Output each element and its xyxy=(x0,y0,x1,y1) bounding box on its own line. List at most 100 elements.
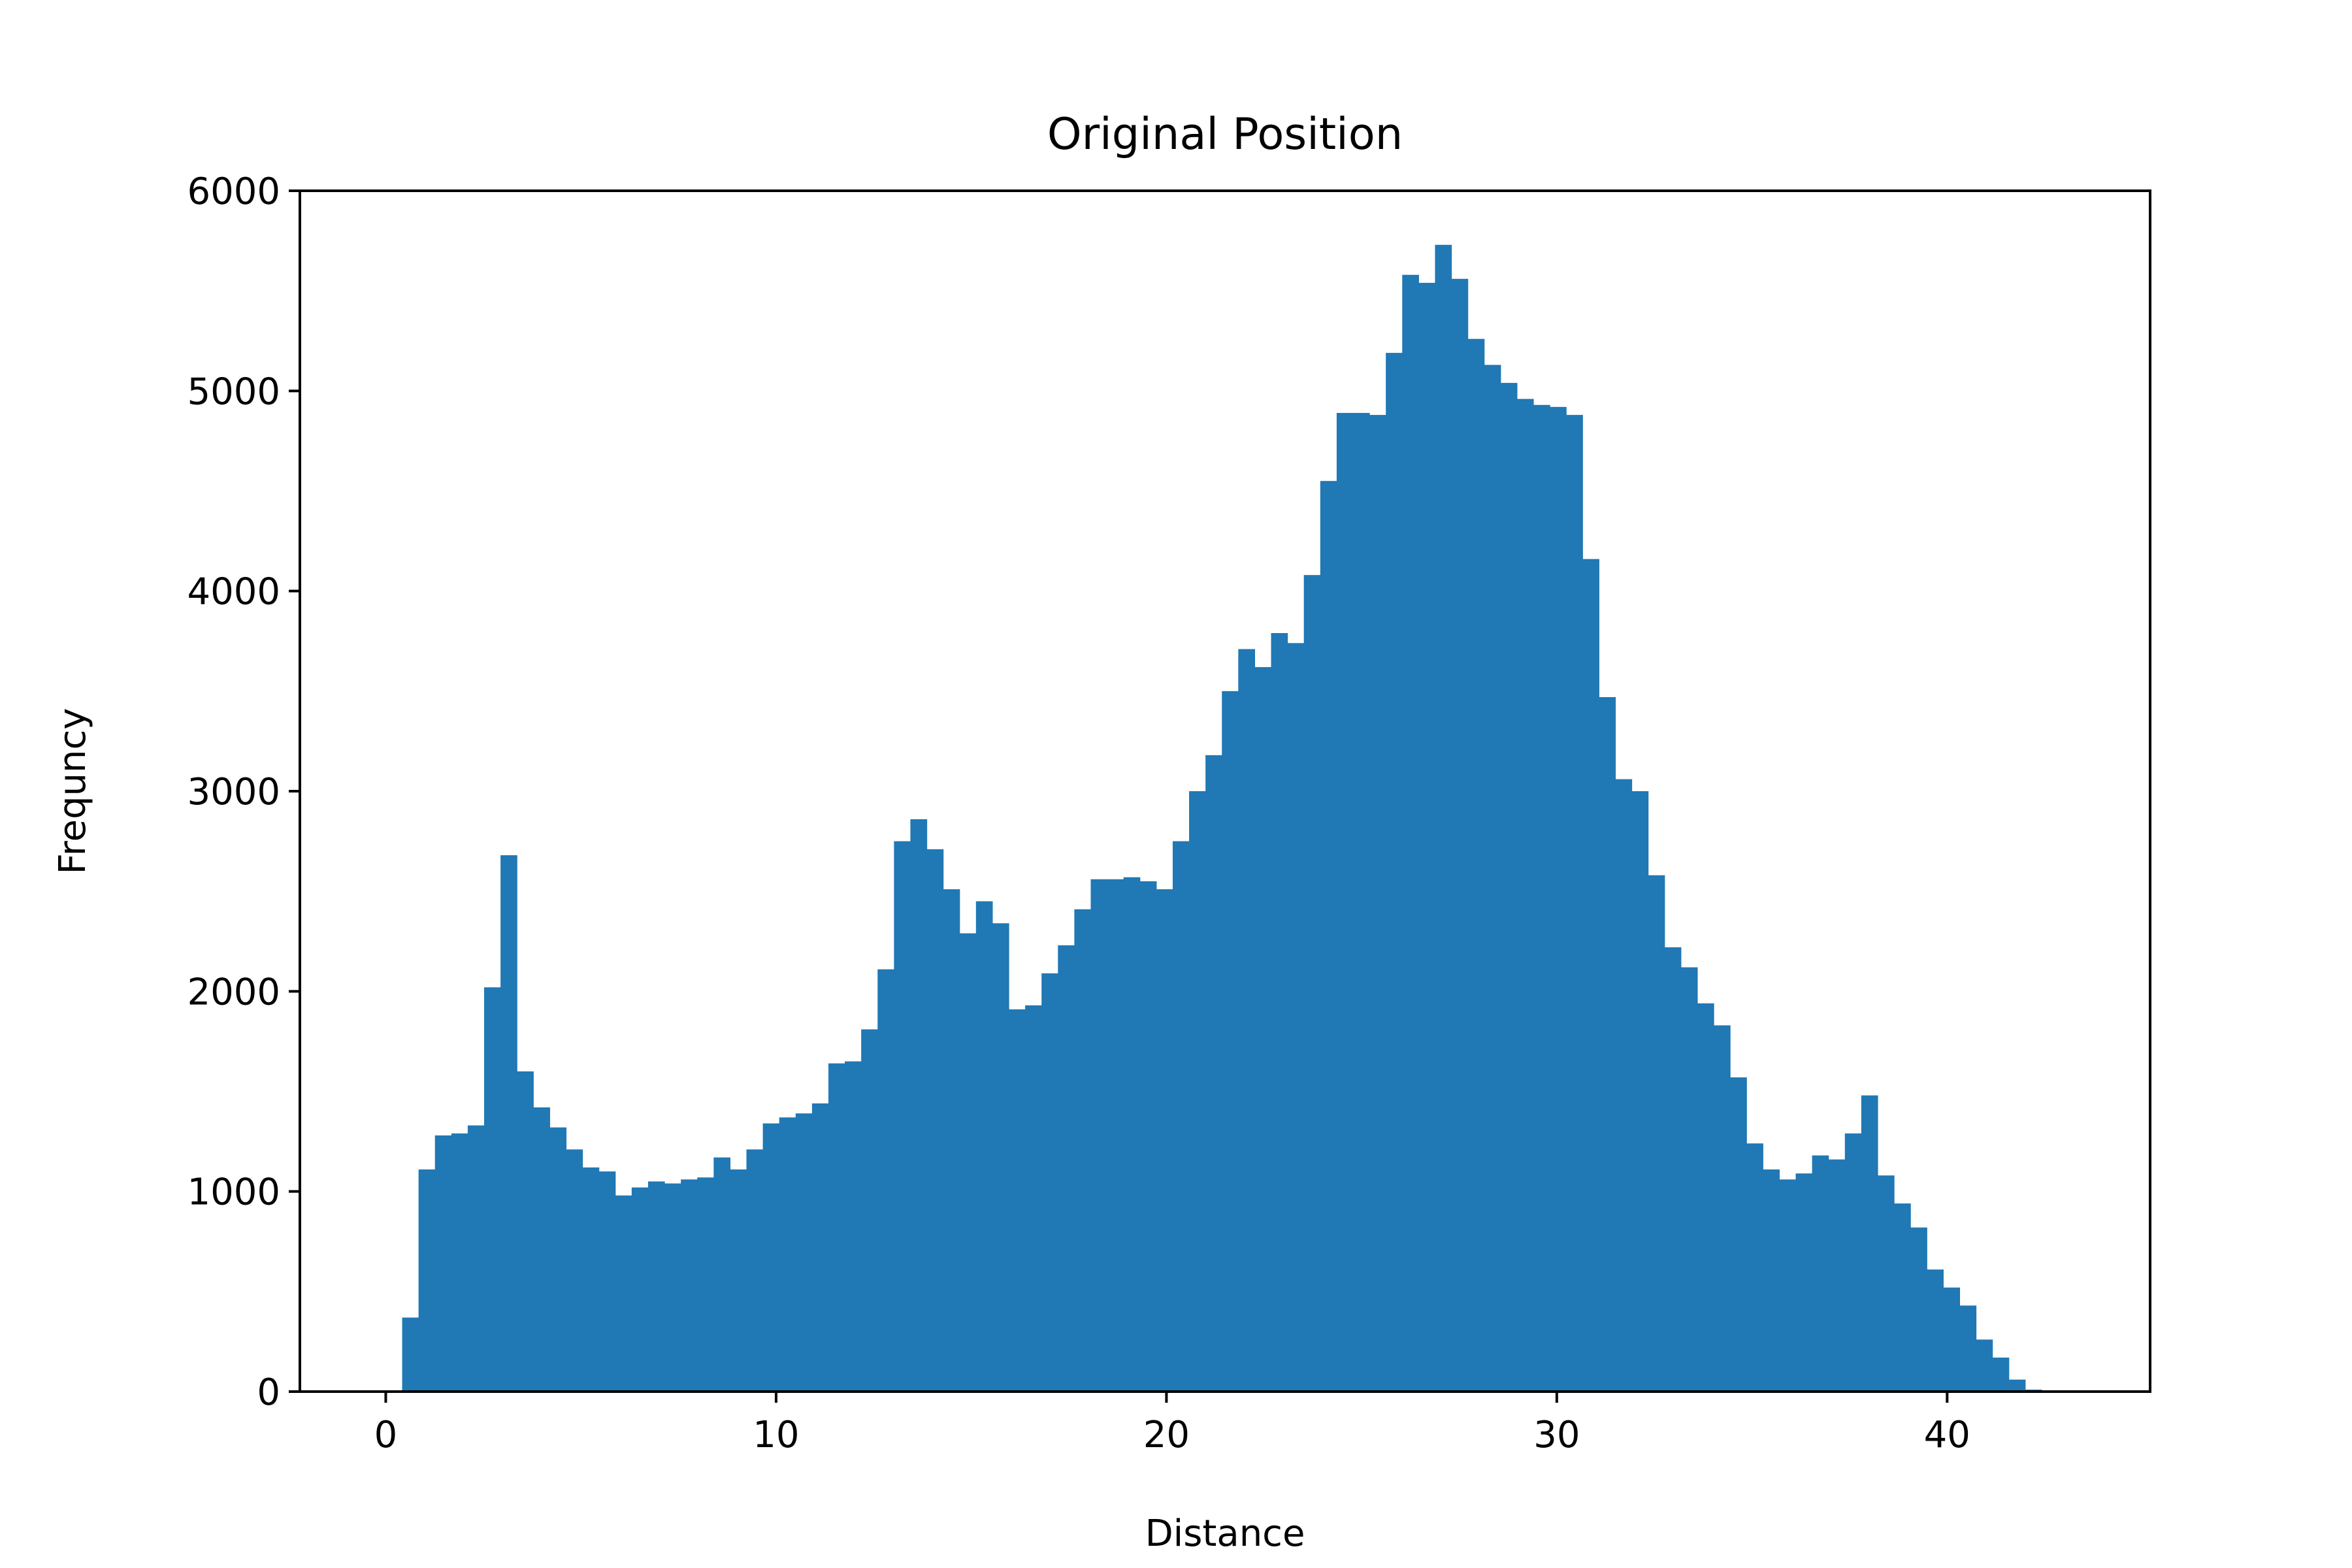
histogram-bar xyxy=(1287,643,1305,1392)
histogram-bar xyxy=(631,1187,649,1392)
histogram-bar xyxy=(1779,1179,1797,1392)
histogram-bar xyxy=(746,1149,764,1392)
histogram-bar xyxy=(1714,1025,1731,1392)
histogram-bar xyxy=(1795,1173,1813,1392)
histogram-bar xyxy=(1992,1357,2010,1392)
histogram-bar xyxy=(500,855,517,1392)
histogram-bar xyxy=(1697,1003,1714,1392)
x-tick-label: 10 xyxy=(753,1414,799,1456)
histogram-bar xyxy=(845,1061,862,1392)
histogram-bar xyxy=(1090,879,1108,1392)
histogram-bar xyxy=(467,1125,485,1392)
histogram-bar xyxy=(1631,791,1649,1392)
x-tick-label: 30 xyxy=(1533,1414,1580,1456)
histogram-bar xyxy=(647,1181,665,1392)
histogram-bar xyxy=(943,889,960,1392)
histogram-bar xyxy=(2008,1379,2026,1392)
y-tick-label: 2000 xyxy=(187,971,280,1013)
chart-title: Original Position xyxy=(1047,108,1403,159)
histogram-bar xyxy=(1025,1005,1042,1392)
histogram-bar xyxy=(959,933,977,1392)
histogram-bar xyxy=(598,1171,616,1392)
histogram-bar xyxy=(1533,404,1550,1392)
histogram-bar xyxy=(1009,1009,1026,1392)
histogram-bar xyxy=(1484,365,1501,1392)
histogram-bar xyxy=(1139,881,1157,1392)
y-tick-label: 6000 xyxy=(187,171,280,213)
histogram-bar xyxy=(418,1169,436,1392)
y-tick-label: 5000 xyxy=(187,370,280,413)
histogram-bar xyxy=(1959,1305,1977,1392)
histogram-bar xyxy=(1418,282,1436,1392)
x-axis-ticks: 0 10 20 30 40 xyxy=(374,1392,1970,1456)
histogram-bar xyxy=(1074,909,1092,1392)
histogram-bar xyxy=(1386,353,1403,1392)
histogram-bar xyxy=(664,1183,681,1392)
histogram-bar xyxy=(549,1127,567,1392)
histogram-bar xyxy=(1910,1227,1927,1392)
x-axis-label: Distance xyxy=(1145,1512,1305,1555)
histogram-bar xyxy=(1058,945,1075,1392)
histogram-bar xyxy=(451,1133,468,1392)
histogram-bar xyxy=(1320,481,1337,1392)
histogram-bar xyxy=(1648,875,1665,1392)
histogram-bar xyxy=(1927,1269,1944,1392)
histogram-bar xyxy=(910,819,928,1392)
x-tick-label: 20 xyxy=(1143,1414,1190,1456)
histogram-bar xyxy=(1943,1287,1961,1392)
y-tick-label: 3000 xyxy=(187,771,280,813)
histogram-bar xyxy=(1156,889,1173,1392)
histogram-bar xyxy=(1336,413,1354,1392)
histogram-bar xyxy=(1664,947,1682,1392)
histogram-bar xyxy=(1303,575,1321,1392)
histogram-bar xyxy=(1467,338,1485,1392)
histogram-bar xyxy=(1599,697,1616,1392)
histogram-bar xyxy=(828,1063,845,1392)
histogram-bar xyxy=(1550,406,1567,1392)
histogram-bar xyxy=(1172,841,1190,1392)
histogram-bar xyxy=(1566,415,1583,1392)
histogram-bar xyxy=(1041,973,1058,1392)
histogram-bar xyxy=(1516,399,1534,1392)
histogram-bar xyxy=(811,1103,829,1392)
x-tick-label: 0 xyxy=(374,1414,398,1456)
histogram-bar xyxy=(1402,274,1419,1392)
histogram-bar xyxy=(1435,244,1452,1392)
y-tick-label: 1000 xyxy=(187,1171,280,1214)
y-axis-ticks: 0 1000 2000 3000 4000 5000 6000 xyxy=(187,171,300,1414)
histogram-bar xyxy=(1730,1077,1747,1392)
histogram-bar xyxy=(1976,1339,1993,1392)
histogram-bar xyxy=(434,1135,452,1392)
histogram-bar xyxy=(730,1169,747,1392)
histogram-bar xyxy=(1123,877,1141,1392)
histogram-bar xyxy=(1238,649,1255,1392)
histogram-bar xyxy=(1369,415,1386,1392)
histogram-bar xyxy=(762,1123,780,1392)
histogram-bar xyxy=(1189,791,1206,1392)
histogram-bar xyxy=(582,1167,600,1392)
histogram-bar xyxy=(779,1117,796,1392)
histogram-bar xyxy=(861,1029,878,1392)
histogram-bar xyxy=(1763,1169,1780,1392)
histogram-bar xyxy=(402,1317,419,1392)
histogram-bar xyxy=(1451,278,1469,1392)
y-axis-label: Frequncy xyxy=(52,708,94,875)
histogram-bar xyxy=(1500,383,1518,1392)
histogram-bar xyxy=(484,987,501,1392)
histogram-bar xyxy=(1254,667,1272,1392)
histogram-bar xyxy=(992,923,1009,1392)
histogram-bar xyxy=(1828,1159,1846,1392)
histogram-bar xyxy=(877,969,894,1392)
histogram-bar xyxy=(615,1195,632,1392)
x-tick-label: 40 xyxy=(1924,1414,1970,1456)
histogram-bar xyxy=(1812,1155,1829,1392)
histogram-bar xyxy=(1582,559,1599,1392)
y-tick-label: 4000 xyxy=(187,571,280,613)
histogram-bar xyxy=(1352,413,1370,1392)
histogram-bar xyxy=(1271,633,1288,1392)
histogram-bar xyxy=(681,1179,698,1392)
y-tick-label: 0 xyxy=(257,1371,280,1414)
histogram-bar xyxy=(1746,1143,1763,1392)
histogram-bar xyxy=(1844,1133,1862,1392)
